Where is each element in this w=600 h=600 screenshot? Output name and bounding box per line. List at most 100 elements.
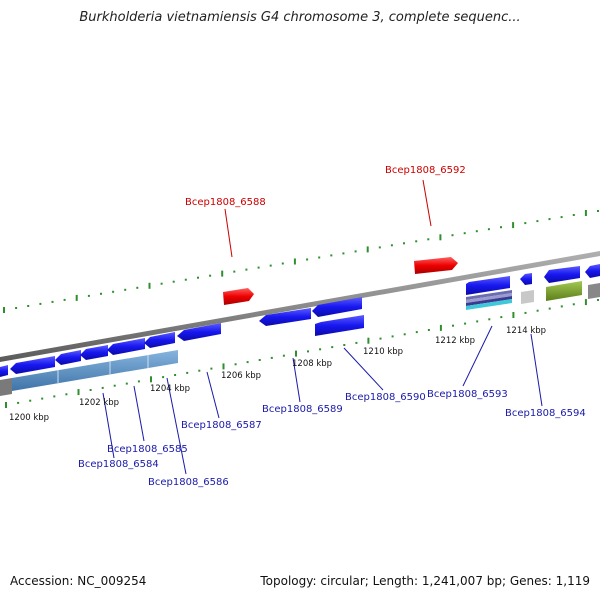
minor-tick (536, 220, 539, 223)
major-tick (439, 324, 442, 331)
scale-label-1204: 1204 kbp (150, 384, 190, 394)
gene-blue-5 (107, 338, 145, 355)
callout-line-6586 (166, 377, 187, 475)
minor-tick (233, 270, 236, 273)
minor-tick (245, 268, 248, 271)
minor-tick (355, 341, 358, 344)
gene-label-6585[interactable]: Bcep1808_6585 (107, 444, 188, 455)
minor-tick (548, 218, 551, 221)
minor-tick (89, 389, 92, 391)
minor-tick (452, 324, 454, 327)
minor-tick (548, 307, 551, 310)
gene-blue-2 (10, 356, 55, 374)
feature-grey-box (521, 290, 534, 304)
minor-tick (330, 254, 333, 257)
scale-label-1208: 1208 kbp (292, 359, 332, 369)
minor-tick (112, 290, 115, 293)
minor-tick (29, 399, 32, 402)
major-tick (512, 222, 515, 229)
minor-tick (162, 376, 165, 379)
gene-blue-7 (177, 323, 221, 341)
gene-label-6587[interactable]: Bcep1808_6587 (181, 420, 262, 431)
minor-tick (500, 316, 503, 319)
minor-tick (572, 214, 575, 216)
minor-tick (475, 230, 478, 233)
gene-label-6586[interactable]: Bcep1808_6586 (148, 477, 229, 488)
gene-label-6590[interactable]: Bcep1808_6590 (345, 392, 426, 403)
minor-tick (39, 302, 42, 305)
minor-tick (172, 280, 175, 283)
gene-label-6593[interactable]: Bcep1808_6593 (427, 389, 508, 400)
scale-label-1202: 1202 kbp (79, 398, 119, 408)
major-tick (148, 282, 151, 289)
callout-line-6590 (343, 347, 384, 391)
minor-tick (209, 274, 212, 277)
minor-tick (101, 386, 104, 389)
scale-label-1210: 1210 kbp (363, 347, 403, 357)
gene-label-6592[interactable]: Bcep1808_6592 (385, 165, 466, 176)
minor-tick (415, 240, 418, 243)
callout-line-6593 (462, 325, 493, 387)
gene-label-6584[interactable]: Bcep1808_6584 (78, 459, 159, 470)
gene-label-6594[interactable]: Bcep1808_6594 (505, 408, 586, 419)
minor-tick (186, 371, 189, 374)
major-tick (367, 337, 370, 344)
major-tick (584, 210, 587, 216)
minor-tick (560, 216, 563, 219)
gene-label-6588[interactable]: Bcep1808_6588 (185, 197, 266, 208)
minor-tick (198, 369, 201, 372)
minor-tick (27, 305, 30, 307)
minor-tick (282, 354, 285, 357)
major-tick (75, 294, 78, 301)
major-tick (512, 312, 515, 318)
major-tick (222, 363, 225, 370)
major-tick (150, 376, 152, 383)
minor-tick (390, 244, 393, 247)
feature-rna-long (12, 350, 178, 391)
feature-striped-2 (466, 293, 512, 303)
major-tick (293, 258, 296, 265)
gene-blue-9 (312, 297, 362, 317)
minor-tick (354, 250, 357, 253)
minor-tick (234, 363, 237, 366)
feature-striped-1 (466, 290, 512, 300)
gene-label-6589[interactable]: Bcep1808_6589 (262, 404, 343, 415)
minor-tick (124, 288, 127, 291)
minor-tick (343, 344, 346, 346)
minor-tick (427, 238, 430, 241)
minor-tick (258, 359, 261, 361)
minor-tick (269, 264, 272, 267)
gene-blue-11 (466, 276, 510, 295)
callout-line-6585 (133, 385, 145, 442)
minor-tick (270, 356, 273, 359)
minor-tick (451, 234, 454, 237)
callout-line-6588 (224, 208, 233, 258)
minor-tick (41, 397, 44, 400)
minor-tick (51, 300, 54, 303)
callout-line-6587 (206, 371, 220, 419)
minor-tick (160, 282, 163, 285)
minor-tick (281, 262, 284, 265)
major-tick (366, 246, 369, 253)
minor-tick (197, 276, 199, 279)
gene-blue-13 (544, 266, 580, 283)
minor-tick (476, 320, 479, 323)
gene-blue-1 (0, 365, 8, 377)
major-tick (77, 389, 80, 396)
minor-tick (125, 382, 128, 385)
chromosome-backbone-right (588, 283, 600, 299)
minor-tick (65, 393, 68, 396)
topology-summary: Topology: circular; Length: 1,241,007 bp… (260, 574, 590, 588)
minor-tick (307, 350, 309, 353)
scale-ticks-top (3, 210, 599, 313)
minor-tick (379, 337, 382, 340)
minor-tick (184, 278, 187, 281)
callout-line-6592 (422, 179, 432, 227)
minor-tick (136, 286, 139, 289)
feature-olive-bar (546, 281, 582, 301)
gene-blue-3 (55, 350, 81, 365)
minor-tick (536, 309, 539, 312)
chromosome-backbone-lower (0, 378, 12, 396)
callout-line-6589 (292, 357, 301, 403)
